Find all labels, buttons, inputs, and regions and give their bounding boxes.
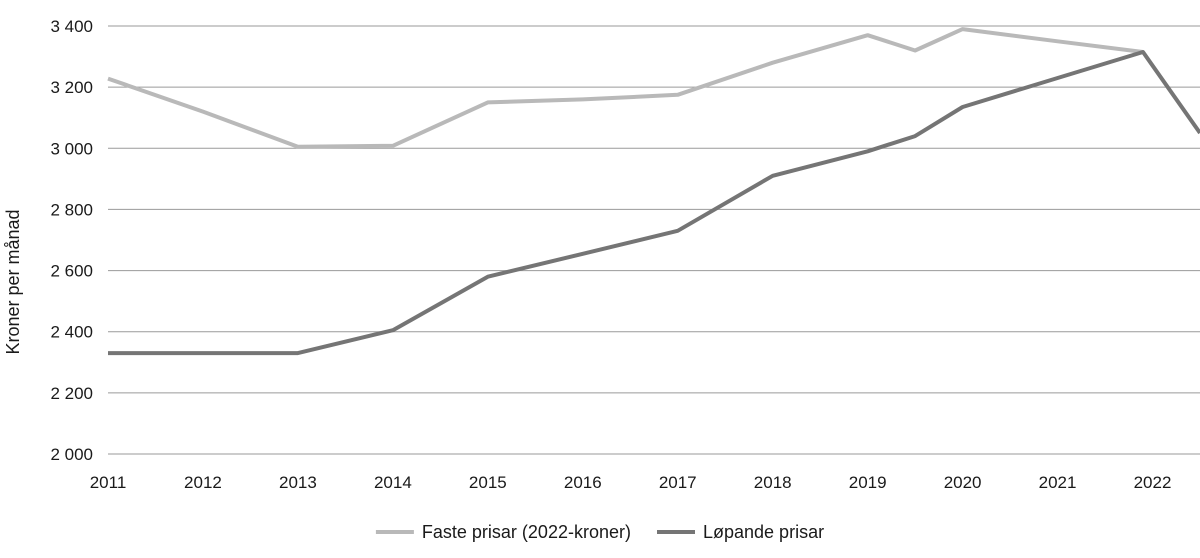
- y-tick-label: 3 200: [50, 78, 93, 97]
- gridlines: [108, 25, 1200, 455]
- x-tick-label: 2017: [659, 473, 697, 492]
- legend-item-lopande-prisar: Løpande prisar: [657, 522, 824, 542]
- x-tick-label: 2018: [754, 473, 792, 492]
- y-tick-label: 2 400: [50, 323, 93, 342]
- x-tick-label: 2019: [849, 473, 887, 492]
- x-tick-label: 2011: [90, 473, 127, 492]
- x-tick-label: 2021: [1039, 473, 1077, 492]
- legend-label: Faste prisar (2022-kroner): [422, 522, 631, 542]
- series-line-faste-prisar: [107, 27, 1144, 149]
- series-lines: [107, 27, 1200, 356]
- x-tick-label: 2016: [564, 473, 602, 492]
- y-tick-label: 3 400: [50, 17, 93, 36]
- y-tick-label: 3 000: [50, 139, 93, 158]
- y-tick-label: 2 200: [50, 384, 93, 403]
- y-axis-title: Kroner per månad: [3, 209, 23, 354]
- y-axis: 2 000 2 200 2 400 2 600 2 800 3 000 3 200 3 400: [50, 17, 93, 464]
- legend-label: Løpande prisar: [703, 522, 824, 542]
- x-tick-label: 2013: [279, 473, 317, 492]
- y-tick-label: 2 600: [50, 262, 93, 281]
- x-tick-label: 2014: [374, 473, 412, 492]
- legend: Faste prisar (2022-kroner) Løpande prisar: [375, 522, 824, 542]
- series-line-lopande-prisar: [108, 50, 1200, 356]
- x-tick-label: 2012: [184, 473, 222, 492]
- legend-item-faste-prisar: Faste prisar (2022-kroner): [375, 522, 631, 542]
- x-tick-label: 2020: [944, 473, 982, 492]
- x-tick-label: 2015: [469, 473, 507, 492]
- x-tick-label: 2022: [1134, 473, 1172, 492]
- y-tick-label: 2 000: [50, 445, 93, 464]
- y-tick-label: 2 800: [50, 200, 93, 219]
- x-axis: 2011 2012 2013 2014 2015 2016 2017 2018 2019 2020…: [90, 473, 1172, 492]
